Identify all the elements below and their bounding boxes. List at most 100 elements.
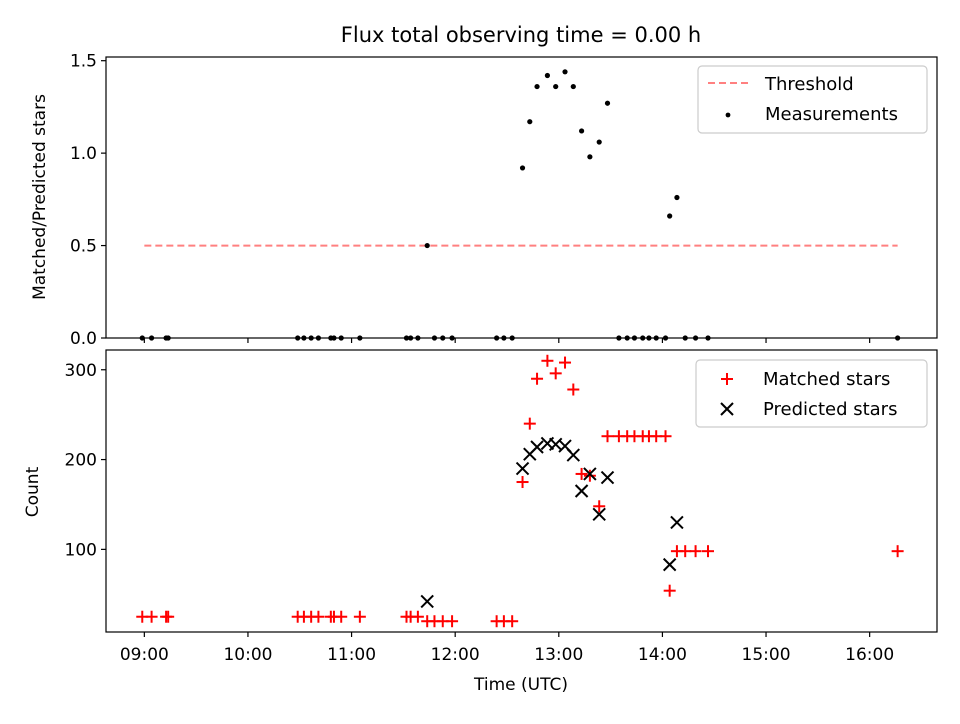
measurement-point [674,194,680,201]
y-tick-label: 200 [65,451,97,471]
matched-star-point [541,354,554,367]
measurement-point [519,165,526,171]
matched-star-point [516,476,529,489]
bottom-panel: 100 200 300 09:00 10:00 11:00 12:00 13:00 14:00… [23,349,938,695]
measurement-point [415,335,421,341]
legend-predicted-swatch [720,402,734,416]
measurement-point [578,128,585,134]
y-tick-label: 0.0 [70,329,97,349]
measurement-point [587,154,593,160]
measurement-point [165,335,171,341]
measurement-point [895,335,901,341]
measurement-point [662,335,669,341]
measurement-point [682,335,688,341]
bottom-yticks-layer: 100 200 300 [65,361,106,560]
matched-star-point [593,500,606,513]
measurement-point [509,335,515,341]
measurement-point [403,335,410,341]
measurement-point [527,119,533,125]
measurement-point [308,335,314,341]
measurement-point [408,335,414,341]
measurement-point [692,335,699,341]
top-plot-frame [105,56,938,339]
bottom-ylabel: Count [23,466,43,517]
top-panel: 0.0 0.5 1.0 1.5 Matched/Predicted stars Thr… [30,52,938,349]
measurement-point [501,335,507,341]
predicted-star-point [420,594,434,609]
matched-star-point [335,610,348,623]
bottom-xlabel: Time (UTC) [473,675,568,695]
y-tick-label: 0.5 [70,237,97,257]
measurement-point [139,335,145,341]
bottom-xticks-layer: 09:00 10:00 11:00 12:00 13:00 14:00 15:00 16:00 [120,632,894,665]
matched-star-point [523,417,536,430]
measurement-point [301,335,307,341]
measurement-point [570,83,576,90]
predicted-star-point [583,467,597,481]
legend-matched-swatch [721,373,733,385]
matched-star-point [679,545,692,558]
matched-star-point [601,430,614,443]
top-legend-box [697,65,928,134]
matched-star-point [567,383,580,396]
predicted-star-point [574,484,589,498]
y-tick-label: 300 [65,361,97,381]
measurement-point [604,100,611,106]
bottom-plot-frame [105,349,938,633]
matched-star-point [549,367,562,380]
predicted-star-point [662,557,677,572]
measurement-point [705,335,711,341]
matched-star-point [312,610,325,623]
y-tick-label: 1.0 [70,144,97,164]
legend-predicted-label: Predicted stars [763,399,897,420]
predicted-star-point [515,461,530,476]
measurement-point [449,335,455,341]
bottom-legend-box [695,359,928,428]
measurement-point [534,83,540,90]
measurement-point [295,335,301,341]
matched-star-point [663,584,676,597]
measurement-point [640,335,646,341]
bottom-marks-layer [136,354,904,628]
measurement-point [653,335,659,341]
x-tick-label: 12:00 [431,645,480,665]
measurement-point [667,213,673,219]
top-marks-layer [139,69,901,341]
measurement-point [631,335,638,341]
matched-star-point [659,430,672,443]
measurement-point [315,335,322,341]
y-tick-label: 100 [65,540,97,560]
top-ylabel: Matched/Predicted stars [30,94,50,300]
matched-star-point [353,610,366,623]
matched-star-point [583,469,596,482]
top-legend: Threshold Measurements [697,65,928,134]
matched-star-point [575,467,588,480]
legend-measurements-label: Measurements [765,104,898,125]
measurement-point [431,335,438,341]
measurement-point [338,335,344,341]
x-tick-label: 13:00 [534,645,583,665]
legend-matched-label: Matched stars [763,369,890,390]
measurement-point [562,69,568,75]
measurement-point [440,335,446,341]
measurement-point [148,335,155,341]
figure-title: Flux total observing time = 0.00 h [341,23,701,47]
measurement-point [331,335,337,341]
x-tick-label: 16:00 [845,645,894,665]
matched-star-point [702,545,715,558]
measurement-point [544,72,551,79]
matched-star-point [411,610,424,623]
predicted-star-point [592,507,606,522]
measurement-point [424,242,430,249]
measurement-point [596,139,602,145]
measurement-point [616,335,622,341]
top-yticks-layer: 0.0 0.5 1.0 1.5 [70,52,106,349]
measurement-point [646,335,652,341]
x-tick-label: 10:00 [223,645,272,665]
measurement-point [624,335,630,341]
predicted-star-point [566,448,581,462]
matched-star-point [689,545,702,558]
predicted-star-point [670,515,684,530]
bottom-legend: Matched stars Predicted stars [695,359,928,428]
